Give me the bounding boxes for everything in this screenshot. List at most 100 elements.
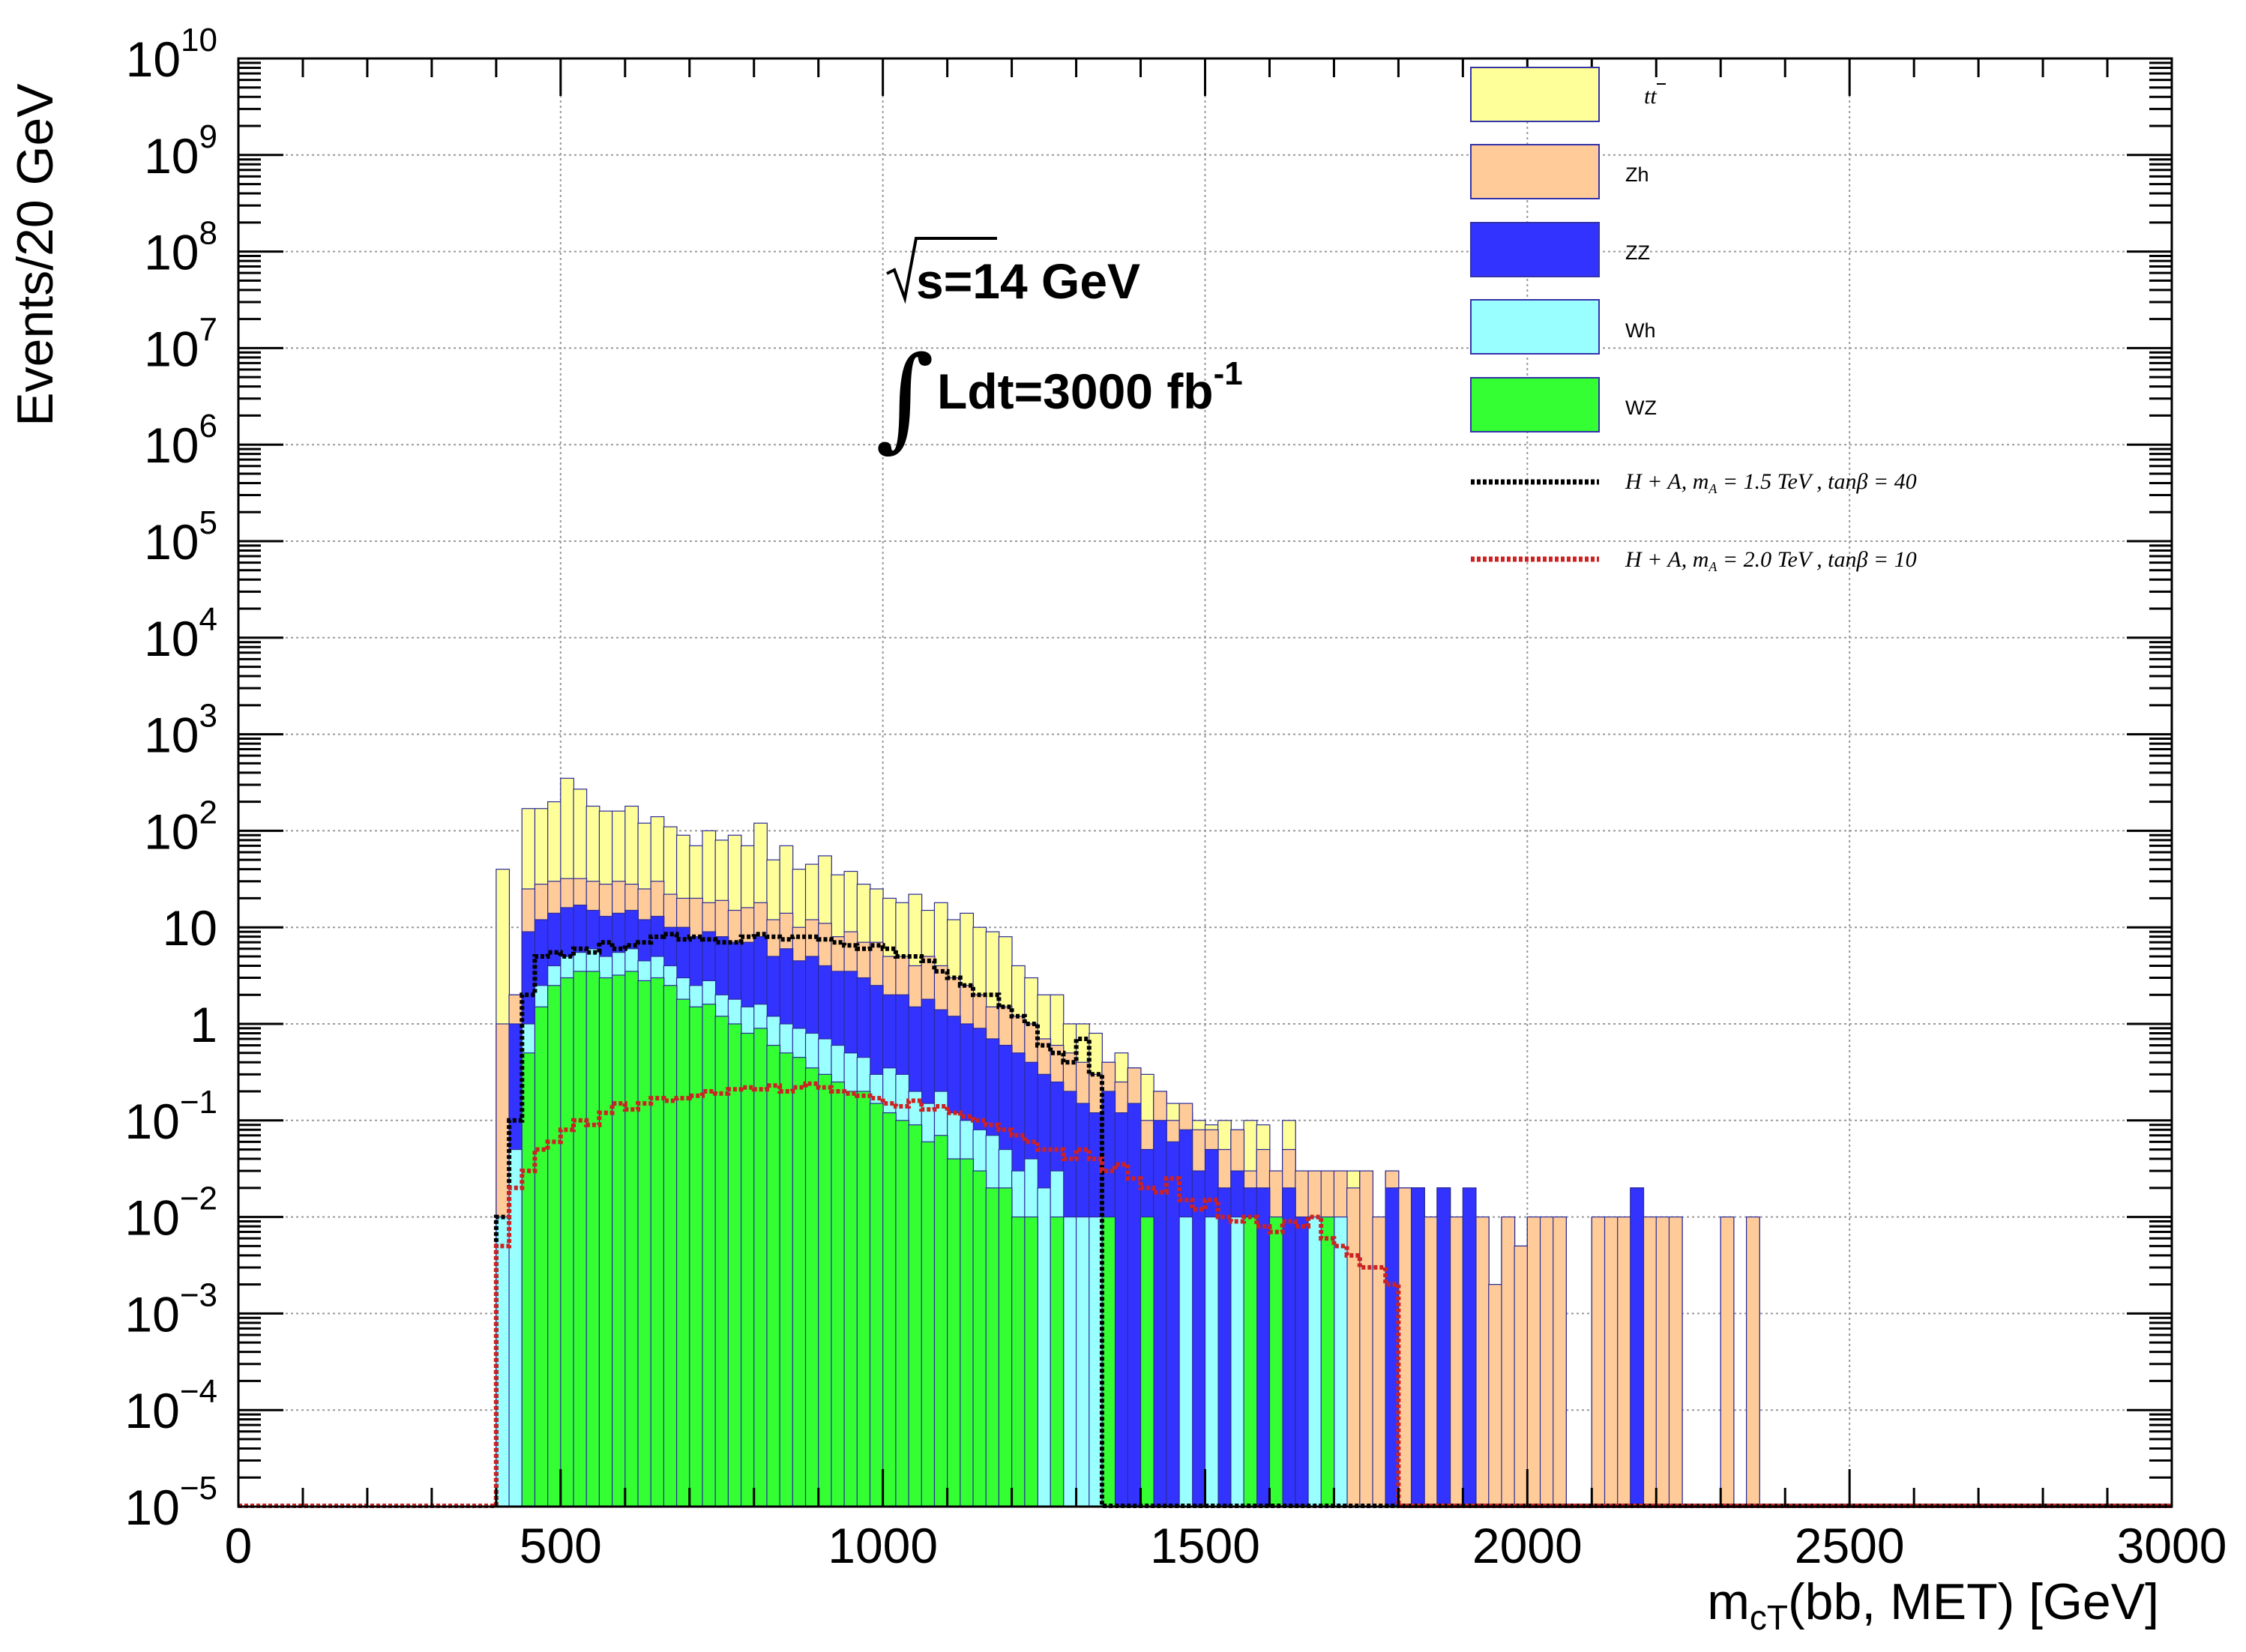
y-tick-label: 10 [163, 900, 217, 956]
bar [1011, 1216, 1026, 1507]
bar [1191, 1170, 1206, 1507]
legend-swatch-zh [1470, 144, 1600, 199]
integral-symbol: ∫ [876, 333, 934, 463]
bar [1617, 1216, 1631, 1507]
bar [1604, 1216, 1619, 1507]
legend-label-signal-15: H + A, mA = 1.5 TeV , tanβ = 40 [1625, 469, 1917, 496]
bar [1178, 1216, 1193, 1507]
bar [818, 1073, 832, 1507]
bar [1539, 1216, 1554, 1507]
y-tick-label: 108 [144, 215, 217, 280]
bar [573, 971, 588, 1507]
bar [1591, 1216, 1606, 1507]
legend-label-tt: tt [1644, 84, 1657, 109]
bar [1449, 1216, 1464, 1507]
x-tick-label: 3000 [2117, 1518, 2227, 1573]
bar [1127, 1103, 1142, 1507]
x-tick-label: 500 [520, 1518, 602, 1573]
y-tick-label: 10−5 [124, 1470, 217, 1535]
x-tick-label: 1500 [1150, 1518, 1260, 1573]
bar [585, 971, 600, 1507]
bar [1333, 1216, 1348, 1507]
bar [650, 977, 665, 1507]
bar [1359, 1170, 1374, 1507]
bar [675, 998, 690, 1507]
signal-line-1 [238, 1081, 2172, 1508]
y-tick-label: 1 [190, 997, 217, 1052]
bar [1139, 1216, 1154, 1507]
bar [1243, 1216, 1258, 1507]
legend-label-wh: Wh [1625, 319, 1656, 342]
bar [1101, 1216, 1116, 1507]
y-axis-title: Events/20 GeV [7, 83, 64, 426]
bar [1462, 1187, 1477, 1507]
legend-swatch-wh [1470, 299, 1600, 355]
bar [1307, 1216, 1322, 1507]
x-axis-title: mcT(bb, MET) [GeV] [1707, 1573, 2159, 1637]
bar [1501, 1216, 1516, 1507]
bar [1630, 1187, 1645, 1507]
bar [1668, 1216, 1683, 1507]
bar [598, 977, 613, 1507]
bar [1282, 1187, 1296, 1507]
bar [972, 1170, 987, 1507]
bar [882, 1112, 897, 1507]
bar [869, 1103, 884, 1507]
bar [612, 974, 626, 1507]
bar [908, 1124, 923, 1507]
y-tick-label: 107 [144, 311, 217, 376]
bar [985, 1187, 1000, 1507]
legend-swatch-zz [1470, 222, 1600, 277]
bar [1230, 1216, 1245, 1507]
x-tick-label: 1000 [828, 1518, 938, 1573]
bar [843, 1091, 858, 1507]
bar [1488, 1284, 1502, 1507]
bar [1062, 1216, 1077, 1507]
bar [831, 1081, 846, 1507]
y-tick-label: 109 [144, 118, 217, 184]
annotation: s=14 GeV ∫ Ldt=3000 fb-1 [876, 237, 1243, 463]
bar [1436, 1187, 1451, 1507]
bar [1037, 1187, 1052, 1507]
legend-label-signal-20: H + A, mA = 2.0 TeV , tanβ = 10 [1625, 547, 1917, 574]
y-tick-label: 104 [144, 601, 217, 666]
bar [508, 1148, 523, 1507]
y-tick-label: 1010 [126, 22, 217, 87]
y-tick-label: 106 [144, 408, 217, 473]
bar [921, 1141, 936, 1507]
legend-swatch-tt [1470, 67, 1600, 122]
bar [766, 1044, 781, 1507]
bar [998, 1187, 1013, 1507]
bar [1720, 1216, 1735, 1507]
bar [856, 1091, 871, 1507]
lumi-label: Ldt=3000 fb-1 [937, 355, 1243, 419]
bar [1075, 1216, 1090, 1507]
bar [933, 1135, 948, 1507]
legend-label-zh: Zh [1625, 163, 1649, 186]
bar [547, 985, 562, 1507]
bar [1643, 1216, 1658, 1507]
bar [1204, 1216, 1219, 1507]
bar [1526, 1216, 1541, 1507]
bar [1089, 1216, 1103, 1507]
bar [702, 1004, 717, 1507]
bar [637, 980, 652, 1507]
bar [792, 1057, 807, 1507]
bar [1514, 1245, 1529, 1507]
signal-lines [238, 932, 2172, 1508]
y-tick-label: 10−3 [124, 1276, 217, 1342]
bar [689, 1006, 703, 1507]
sqrt-symbol [886, 237, 997, 304]
y-tick-label: 10−2 [124, 1181, 217, 1246]
bar [1024, 1216, 1038, 1507]
bar [534, 1006, 549, 1507]
y-tick-label: 102 [144, 794, 217, 859]
signal-line-0 [238, 932, 2172, 1508]
bar [1217, 1187, 1232, 1507]
y-tick-labels: 101010910810710610510410310210110−110−21… [124, 22, 217, 1535]
axis-ticks [237, 58, 2173, 1508]
x-tick-label: 0 [225, 1518, 253, 1573]
bar [560, 977, 575, 1507]
legend-swatch-wz [1470, 377, 1600, 432]
